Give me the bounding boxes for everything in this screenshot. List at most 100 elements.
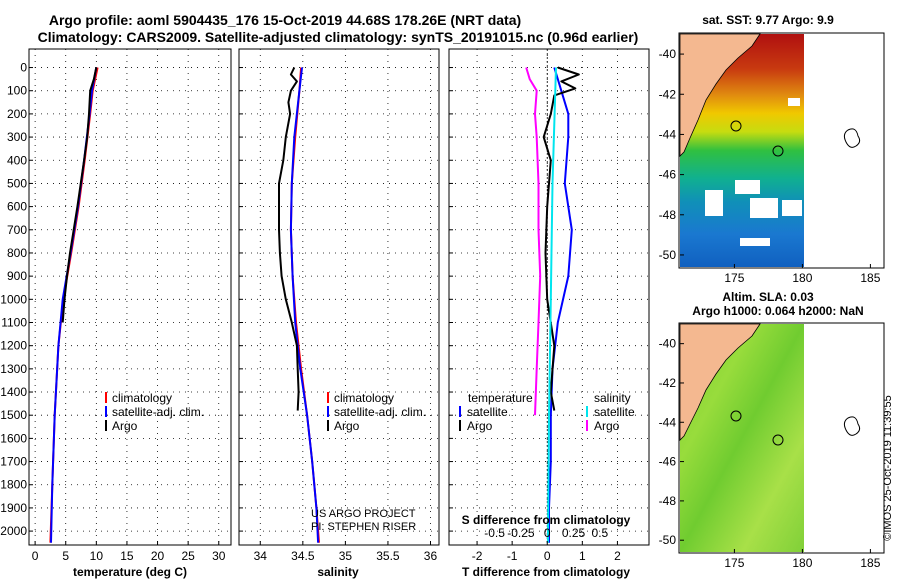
credit-line2: PI: STEPHEN RISER: [311, 521, 416, 533]
legend-argo: Argo: [334, 419, 360, 433]
series-line-s-argo: [525, 67, 542, 416]
legend-t-argo: Argo: [467, 419, 493, 433]
x-tick-label: -1: [507, 549, 518, 563]
x-tick-label: 36: [424, 549, 438, 563]
map-lon-label: 180: [792, 271, 812, 285]
temperature-xlabel: temperature (deg C): [73, 565, 187, 579]
map-lat-label: -44: [659, 127, 677, 141]
temperature-axes: [28, 48, 232, 546]
s-tick-label: 0: [544, 526, 551, 540]
depth-tick-label: 1300: [0, 362, 27, 376]
depth-tick-label: 800: [7, 246, 27, 260]
title-line1: Argo profile: aoml 5904435_176 15-Oct-20…: [49, 12, 521, 28]
t-difference-xlabel: T difference from climatology: [462, 565, 630, 579]
sla-island-marker: [730, 410, 742, 422]
map-lon-label: 185: [860, 556, 880, 570]
depth-tick-label: 600: [7, 200, 27, 214]
map-lat-label: -50: [659, 248, 677, 262]
depth-tick-label: 1900: [0, 501, 27, 515]
x-tick-label: 25: [181, 549, 195, 563]
sla-map-title-line1: Altim. SLA: 0.03: [722, 290, 814, 304]
difference-legend: temperature satellite Argo salinity sate…: [459, 391, 635, 433]
salinity-xlabel: salinity: [317, 565, 359, 579]
x-tick-label: 10: [90, 549, 104, 563]
x-tick-label: 1: [579, 549, 586, 563]
sst-gap: [782, 200, 802, 216]
map-lat-label: -48: [659, 494, 677, 508]
sst-map: [678, 32, 885, 269]
map-lon-label: 175: [724, 271, 744, 285]
legend-s-argo: Argo: [594, 419, 620, 433]
s-tick-label: -0.25: [507, 526, 535, 540]
legend-s-satellite: satellite: [594, 405, 635, 419]
x-tick-label: 0: [32, 549, 39, 563]
map-lat-label: -50: [659, 533, 677, 547]
x-tick-label: 30: [212, 549, 226, 563]
map-lon-label: 185: [860, 271, 880, 285]
legend-temperature-header: temperature: [468, 391, 533, 405]
timestamp: ©IMOS 25-Oct-2019 11:39:55: [882, 395, 894, 540]
legend-satellite: satellite-adj. clim.: [112, 405, 204, 419]
depth-tick-label: 1000: [0, 292, 27, 306]
depth-tick-label: 1700: [0, 455, 27, 469]
sst-gap: [788, 98, 800, 106]
s-tick-label: 0.25: [562, 526, 586, 540]
sst-gap: [705, 190, 723, 216]
series-line-t-argo: [542, 66, 580, 411]
x-tick-label: 0: [544, 549, 551, 563]
x-tick-label: 5: [62, 549, 69, 563]
series-line-t-satellite: [548, 67, 573, 543]
depth-tick-label: 700: [7, 223, 27, 237]
legend-salinity-header: salinity: [594, 391, 631, 405]
salinity-legend: climatology satellite-adj. clim. Argo: [327, 391, 426, 433]
map-lon-label: 175: [724, 556, 744, 570]
depth-tick-label: 900: [7, 269, 27, 283]
sst-gap: [750, 198, 778, 218]
depth-tick-label: 1500: [0, 408, 27, 422]
series-line-argo: [61, 67, 98, 323]
map-lat-label: -48: [659, 208, 677, 222]
sla-land: [679, 323, 761, 441]
legend-argo: Argo: [112, 419, 138, 433]
series-line-s-satellite: [546, 67, 557, 543]
sla-map: [678, 322, 885, 554]
depth-tick-label: 100: [7, 84, 27, 98]
x-tick-label: 34.5: [291, 549, 315, 563]
x-tick-label: -2: [472, 549, 483, 563]
sst-argo-marker: [772, 145, 784, 157]
series-line-climatology: [49, 67, 99, 543]
s-difference-xlabel: S difference from climatology: [462, 513, 631, 527]
depth-tick-label: 1600: [0, 431, 27, 445]
map-lon-label: 180: [792, 556, 812, 570]
sst-gap: [740, 238, 770, 246]
s-tick-label: -0.5: [484, 526, 505, 540]
x-tick-label: 15: [120, 549, 134, 563]
x-tick-label: 34: [254, 549, 268, 563]
x-tick-label: 35.5: [376, 549, 400, 563]
map-lat-label: -46: [659, 168, 677, 182]
depth-tick-label: 400: [7, 153, 27, 167]
map-lat-label: -46: [659, 455, 677, 469]
map-lat-label: -42: [659, 87, 677, 101]
x-tick-label: 2: [614, 549, 621, 563]
title-line2: Climatology: CARS2009. Satellite-adjuste…: [38, 29, 639, 45]
temperature-legend: climatology satellite-adj. clim. Argo: [105, 391, 204, 433]
legend-climatology: climatology: [112, 391, 172, 405]
depth-tick-label: 500: [7, 176, 27, 190]
legend-climatology: climatology: [334, 391, 394, 405]
x-tick-label: 35: [339, 549, 353, 563]
series-line-satellite-adj-clim-: [50, 67, 98, 543]
s-tick-label: 0.5: [592, 526, 609, 540]
sla-argo-marker: [772, 434, 784, 446]
depth-tick-label: 300: [7, 130, 27, 144]
depth-tick-label: 0: [20, 61, 27, 75]
sla-island: [843, 416, 861, 436]
depth-tick-label: 1800: [0, 478, 27, 492]
series-line-argo: [278, 67, 300, 411]
series-line-satellite-adj-clim-: [289, 67, 320, 543]
depth-tick-label: 1200: [0, 339, 27, 353]
map-lat-label: -40: [659, 337, 677, 351]
depth-tick-label: 1400: [0, 385, 27, 399]
sst-island: [843, 128, 861, 148]
